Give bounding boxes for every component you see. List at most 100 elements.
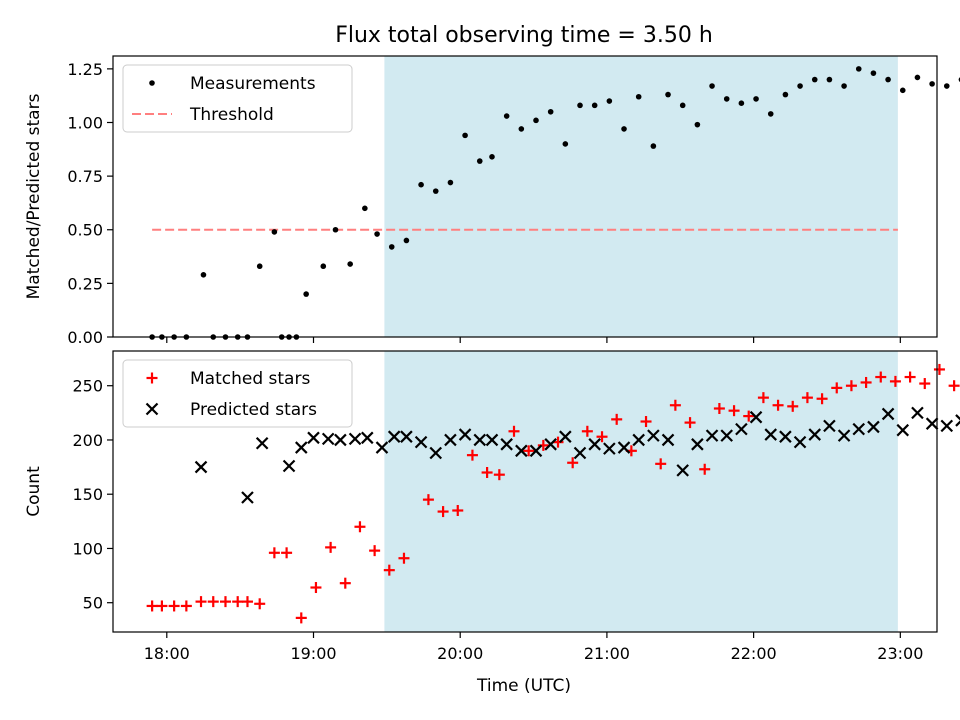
y-tick-label: 0.00 <box>67 328 103 347</box>
marker-stroke <box>779 430 792 443</box>
chart-title: Flux total observing time = 3.50 h <box>335 23 713 48</box>
measurement-point <box>347 261 353 267</box>
marker-stroke <box>414 435 428 449</box>
x-tick-label: 21:00 <box>584 644 630 663</box>
x-axis-label: Time (UTC) <box>476 676 571 696</box>
predicted-stars-point <box>500 438 513 451</box>
legend-label: Predicted stars <box>190 400 317 420</box>
y-tick-label: 0.75 <box>67 167 103 186</box>
y-tick-label: 100 <box>72 539 103 558</box>
matched-stars-point <box>325 541 337 553</box>
matched-stars-point <box>787 400 799 412</box>
marker-stroke <box>241 491 254 504</box>
marker-stroke <box>955 420 960 427</box>
predicted-stars-point <box>837 429 851 442</box>
measurement-point <box>403 237 410 244</box>
x-tick-label: 19:00 <box>290 644 336 663</box>
predicted-stars-point <box>282 459 296 473</box>
marker-stroke <box>387 430 401 443</box>
matched-stars-point <box>713 403 725 415</box>
marker-stroke <box>485 433 499 447</box>
marker-stroke <box>294 441 308 454</box>
observing-window-shade <box>384 56 898 337</box>
matched-stars-point <box>875 371 887 383</box>
marker-stroke <box>647 429 660 442</box>
measurement-point <box>256 263 263 270</box>
axes-frame <box>112 350 938 633</box>
marker-stroke <box>500 438 513 451</box>
measurement-point <box>841 83 847 89</box>
measurement-point <box>797 83 803 89</box>
marker-stroke <box>661 433 675 447</box>
predicted-stars-point <box>867 420 880 434</box>
matched-stars-point <box>168 600 180 612</box>
measurement-point <box>462 132 468 139</box>
marker-stroke <box>911 406 924 420</box>
predicted-stars-point <box>307 431 320 445</box>
matched-stars-point <box>398 552 410 564</box>
matched-stars-point <box>919 378 931 390</box>
predicted-stars-point <box>458 428 472 441</box>
marker-stroke <box>321 432 335 446</box>
measurement-point <box>303 291 309 297</box>
matched-stars-point <box>933 363 945 375</box>
predicted-stars-point <box>852 422 866 436</box>
predicted-stars-point <box>559 430 572 443</box>
predicted-stars-point <box>955 414 960 427</box>
matched-stars-point <box>254 598 266 610</box>
marker-stroke <box>617 441 631 454</box>
marker-stroke <box>808 428 822 441</box>
measurement-point <box>518 126 525 132</box>
axes-frame <box>112 55 938 338</box>
predicted-stars-point <box>573 446 587 460</box>
legend: Measurements Threshold <box>122 64 353 133</box>
marker-stroke <box>145 402 159 416</box>
measurement-point <box>782 91 789 98</box>
matched-stars-point <box>437 506 449 518</box>
matched-stars-point <box>596 431 608 443</box>
predicted-stars-point <box>414 435 428 449</box>
measurement-point <box>694 121 701 128</box>
marker-stroke <box>691 438 704 451</box>
legend: Matched stars Predicted stars <box>122 359 353 428</box>
predicted-stars-point <box>473 433 487 447</box>
predicted-stars-point <box>676 464 689 477</box>
marker-stroke <box>823 419 836 433</box>
predicted-stars-point <box>348 432 362 446</box>
x-tick-label: 18:00 <box>144 644 190 663</box>
matched-stars-point <box>684 417 696 429</box>
marker-stroke <box>676 464 689 477</box>
matched-stars-point <box>669 399 681 411</box>
matched-stars-point <box>581 425 593 437</box>
matched-stars-point <box>452 504 464 516</box>
marker-stroke <box>720 429 733 442</box>
legend-label: Threshold <box>189 105 274 125</box>
predicted-stars-point <box>940 419 954 433</box>
marker-stroke <box>632 433 645 447</box>
legend-label: Measurements <box>190 74 316 94</box>
matched-stars-point <box>889 375 901 387</box>
measurement-point <box>591 102 598 109</box>
measurement-point <box>577 102 583 109</box>
predicted-stars-point <box>808 428 822 441</box>
measurement-point <box>388 244 395 250</box>
x-tick-label: 20:00 <box>437 644 483 663</box>
marker-stroke <box>852 422 866 436</box>
marker-stroke <box>400 430 413 443</box>
y-tick-label: 50 <box>83 594 103 613</box>
predicted-stars-point <box>647 429 660 442</box>
measurement-point <box>271 229 278 235</box>
predicted-stars-point <box>823 419 836 433</box>
predicted-stars-point <box>720 429 733 442</box>
legend-label: Matched stars <box>190 369 310 389</box>
matched-stars-point <box>156 600 168 612</box>
matched-stars-point <box>567 457 579 469</box>
measurement-point <box>665 91 671 98</box>
marker-stroke <box>735 422 748 436</box>
matched-stars-point <box>816 393 828 405</box>
y-tick-label: 1.00 <box>67 113 103 132</box>
matched-stars-point <box>640 416 652 428</box>
matched-stars-point <box>383 564 395 576</box>
marker-stroke <box>529 444 543 458</box>
marker-stroke <box>705 429 719 442</box>
